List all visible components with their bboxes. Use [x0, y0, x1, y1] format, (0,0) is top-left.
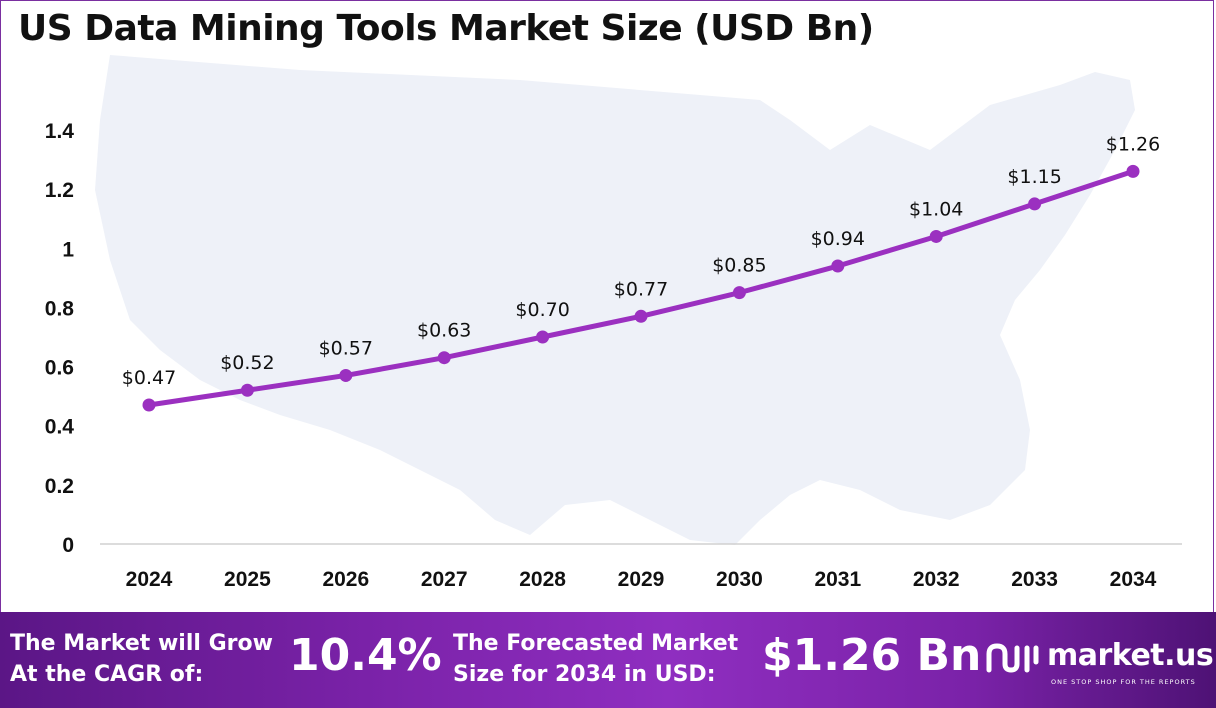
data-label: $0.57	[319, 337, 373, 359]
x-tick-label: 2026	[322, 568, 369, 591]
data-point	[339, 368, 353, 382]
x-tick-label: 2025	[224, 568, 271, 591]
x-tick-label: 2029	[618, 568, 665, 591]
x-tick-label: 2031	[814, 568, 861, 591]
data-point	[240, 383, 254, 397]
y-tick-label: 0	[62, 534, 74, 557]
x-tick-label: 2028	[519, 568, 566, 591]
data-label: $0.52	[220, 352, 274, 374]
data-point	[831, 259, 845, 273]
logo-text: market.us	[1047, 638, 1214, 673]
x-tick-label: 2030	[716, 568, 763, 591]
data-point	[1126, 164, 1140, 178]
footer-banner: The Market will Grow At the CAGR of: 10.…	[0, 612, 1216, 708]
data-point	[634, 309, 648, 323]
data-label: $1.15	[1007, 166, 1061, 188]
data-point	[142, 398, 156, 412]
data-point	[1028, 197, 1042, 211]
data-label: $0.94	[811, 228, 865, 250]
y-tick-label: 0.4	[45, 416, 75, 439]
forecast-value: $1.26 Bn	[762, 630, 982, 681]
x-tick-label: 2034	[1110, 568, 1157, 591]
cagr-value: 10.4%	[289, 630, 442, 681]
logo-tagline: ONE STOP SHOP FOR THE REPORTS	[1051, 678, 1196, 686]
y-tick-label: 1.4	[45, 120, 75, 143]
forecast-label: The Forecasted Market Size for 2034 in U…	[453, 631, 739, 687]
y-tick-label: 1.2	[45, 179, 74, 202]
line-chart: 0 0.2 0.4 0.6 0.8 1 1.2 1.4 2024 2025 2026 2027 2028…	[45, 55, 1182, 591]
chart-title: US Data Mining Tools Market Size (USD Bn…	[18, 8, 874, 49]
data-label: $1.26	[1106, 133, 1160, 155]
cagr-label: The Market will Grow At the CAGR of:	[10, 631, 273, 687]
y-tick-label: 0.8	[45, 297, 75, 320]
x-tick-label: 2033	[1011, 568, 1058, 591]
data-label: $0.77	[614, 278, 668, 300]
x-tick-label: 2024	[126, 568, 173, 591]
x-tick-label: 2032	[913, 568, 960, 591]
data-label: $0.70	[515, 299, 569, 321]
data-point	[536, 330, 550, 344]
data-label: $0.63	[417, 320, 471, 342]
data-point	[732, 286, 746, 300]
market-us-logo-icon	[986, 643, 1039, 673]
x-tick-label: 2027	[421, 568, 468, 591]
y-tick-label: 1	[62, 238, 74, 261]
data-label: $1.04	[909, 198, 963, 220]
data-label: $0.85	[712, 255, 766, 277]
data-label: $0.47	[122, 367, 176, 389]
us-map-silhouette	[95, 55, 1135, 545]
y-tick-label: 0.2	[45, 475, 74, 498]
market-us-logo[interactable]: market.us ONE STOP SHOP FOR THE REPORTS	[985, 638, 1214, 694]
data-point	[437, 351, 451, 365]
data-point	[929, 229, 943, 243]
y-tick-label: 0.6	[45, 357, 74, 380]
